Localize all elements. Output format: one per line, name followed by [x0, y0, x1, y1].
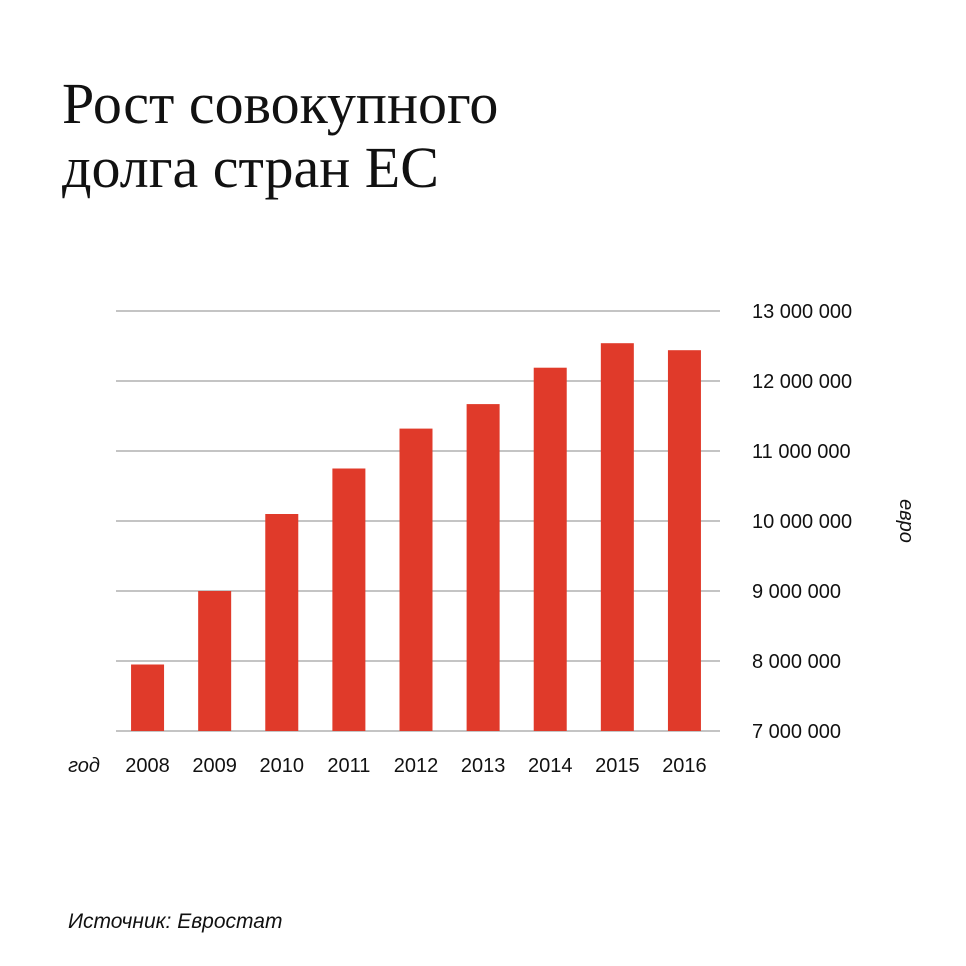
bar-2014 [533, 367, 567, 731]
x-tick-label-2008: 2008 [125, 755, 170, 777]
bar-2010 [265, 514, 299, 731]
x-tick-label-2009: 2009 [192, 755, 237, 777]
y-axis-label: евро [895, 499, 917, 543]
x-tick-label-2015: 2015 [595, 755, 640, 777]
source-note: Источник: Евростат [68, 910, 283, 933]
x-tick-label-2012: 2012 [394, 755, 439, 777]
x-tick-labels: 2008 2009 2010 2011 2012 2013 2014 2015 2016 [125, 755, 706, 777]
x-tick-label-2013: 2013 [461, 755, 506, 777]
y-tick-label-5: 12 000 000 [752, 371, 852, 393]
y-tick-label-0: 7 000 000 [752, 721, 841, 743]
chart-title-line-1: Рост совокупного [62, 71, 499, 136]
y-tick-labels: 7 000 000 8 000 000 9 000 000 10 000 000 11 … [752, 301, 852, 743]
bar-2008 [131, 664, 165, 731]
y-tick-label-3: 10 000 000 [752, 511, 852, 533]
bars [131, 343, 701, 731]
chart-title: Рост совокупного долга стран ЕС [62, 72, 822, 200]
x-tick-label-2010: 2010 [260, 755, 305, 777]
y-tick-label-6: 13 000 000 [752, 301, 852, 323]
x-tick-label-2016: 2016 [662, 755, 707, 777]
y-tick-label-1: 8 000 000 [752, 651, 841, 673]
x-axis-label: год [68, 755, 100, 777]
chart-title-line-2: долга стран ЕС [62, 135, 439, 200]
bar-2011 [332, 468, 366, 731]
bar-2015 [600, 343, 634, 731]
bar-2013 [466, 404, 500, 731]
bar-2016 [667, 350, 701, 731]
x-tick-label-2011: 2011 [327, 755, 370, 777]
x-tick-label-2014: 2014 [528, 755, 573, 777]
bar-2012 [399, 428, 433, 731]
y-tick-label-4: 11 000 000 [752, 441, 851, 463]
bar-2009 [198, 591, 232, 731]
y-tick-label-2: 9 000 000 [752, 581, 841, 603]
